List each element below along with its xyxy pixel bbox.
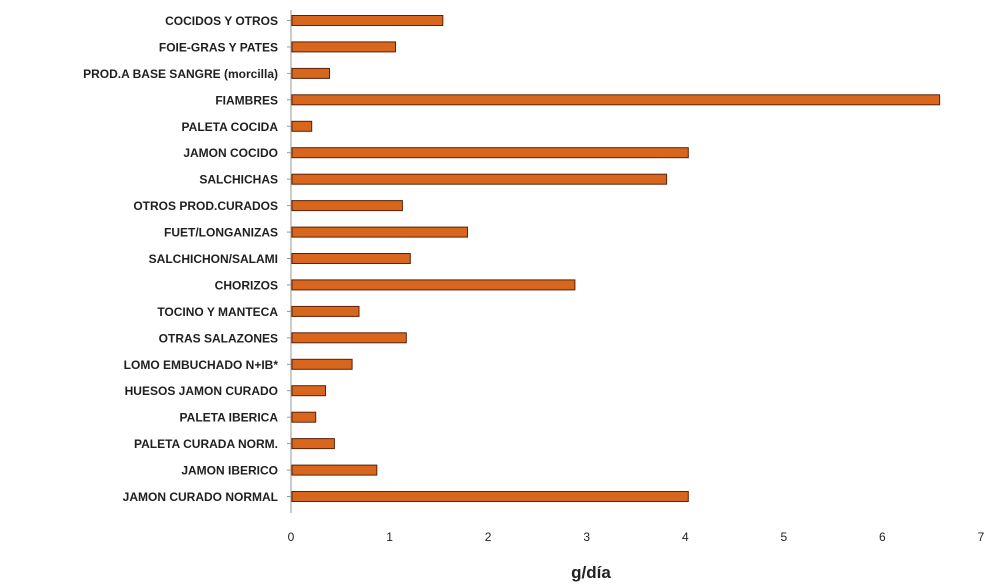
category-label: CHORIZOS [215, 278, 278, 292]
bar [292, 254, 410, 264]
bar [292, 227, 468, 237]
bar [292, 465, 377, 475]
bar [292, 121, 312, 131]
bar [292, 16, 443, 26]
category-label: FOIE-GRAS Y PATES [159, 40, 278, 54]
bar [292, 386, 326, 396]
category-label: JAMON CURADO NORMAL [123, 490, 278, 504]
category-label: PALETA CURADA NORM. [134, 437, 278, 451]
category-label: COCIDOS Y OTROS [165, 14, 278, 28]
category-label: SALCHICHAS [199, 173, 278, 187]
bar [292, 148, 688, 158]
x-tick-label: 7 [978, 530, 985, 544]
x-tick-label: 1 [386, 530, 393, 544]
category-label: HUESOS JAMON CURADO [125, 384, 278, 398]
x-tick-label: 6 [879, 530, 886, 544]
category-label: PALETA IBERICA [180, 411, 279, 425]
bar [292, 359, 352, 369]
category-label: TOCINO Y MANTECA [157, 305, 278, 319]
bar [292, 306, 359, 316]
category-label: SALCHICHON/SALAMI [149, 252, 278, 266]
bar [292, 333, 406, 343]
x-tick-label: 2 [485, 530, 492, 544]
x-tick-label: 3 [583, 530, 590, 544]
category-label: LOMO EMBUCHADO N+IB* [124, 358, 279, 372]
bar [292, 42, 396, 52]
bar [292, 201, 402, 211]
category-label: PALETA COCIDA [182, 120, 279, 134]
x-tick-label: 0 [288, 530, 295, 544]
x-tick-label: 4 [682, 530, 689, 544]
category-label: PROD.A BASE SANGRE (morcilla) [83, 67, 278, 81]
bar [292, 174, 667, 184]
category-label: FIAMBRES [215, 93, 278, 107]
bar [292, 492, 688, 502]
category-label: OTRAS SALAZONES [159, 331, 278, 345]
category-label: JAMON IBERICO [181, 464, 278, 478]
bar [292, 412, 316, 422]
bar [292, 439, 334, 449]
x-tick-label: 5 [781, 530, 788, 544]
bar [292, 95, 940, 105]
bar [292, 280, 575, 290]
category-label: FUET/LONGANIZAS [164, 226, 278, 240]
category-label: JAMON COCIDO [183, 146, 278, 160]
bar [292, 68, 330, 78]
category-label: OTROS PROD.CURADOS [133, 199, 278, 213]
x-axis-title: g/día [571, 563, 611, 582]
